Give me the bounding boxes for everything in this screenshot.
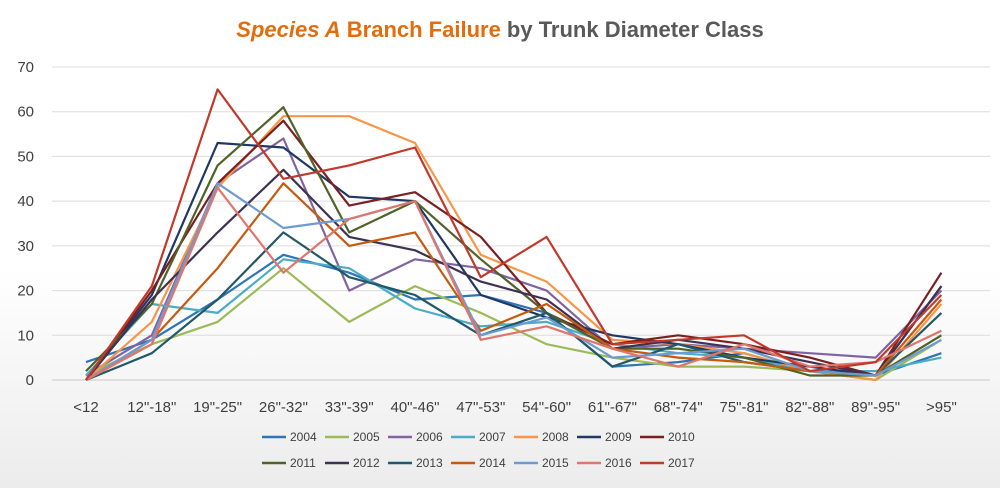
- series-line-2014: [85, 182, 943, 381]
- x-tick-label: <12: [73, 399, 98, 416]
- x-axis-ticks: <12 12"-18" 19"-25" 26"-32" 33"-39" 40"-46" 47…: [73, 399, 957, 416]
- legend-label-2005: 2005: [353, 430, 380, 444]
- series-line-2010: [85, 119, 943, 381]
- y-axis-ticks: 0 10 20 30 40 50 60 70: [17, 59, 34, 389]
- x-tick-label: >95": [926, 399, 957, 416]
- x-tick-label: 68"-74": [654, 399, 703, 416]
- y-tick-label: 10: [17, 327, 34, 344]
- y-tick-label: 30: [17, 238, 34, 255]
- x-tick-label: 33"-39": [325, 399, 374, 416]
- legend-label-2011: 2011: [290, 456, 316, 470]
- y-tick-label: 20: [17, 283, 34, 300]
- x-tick-label: 89"-95": [851, 399, 900, 416]
- legend-label-2004: 2004: [290, 430, 317, 444]
- x-tick-label: 82"-88": [785, 399, 834, 416]
- x-tick-label: 40"-46": [390, 399, 439, 416]
- legend-label-2013: 2013: [416, 456, 443, 470]
- series-line-2016: [85, 186, 942, 381]
- x-tick-label: 61"-67": [588, 399, 637, 416]
- x-tick-label: 19"-25": [193, 399, 242, 416]
- legend-label-2017: 2017: [668, 456, 695, 470]
- x-tick-label: 12"-18": [127, 399, 176, 416]
- x-tick-label: 75"-81": [719, 399, 768, 416]
- gridlines: [52, 66, 990, 381]
- legend-label-2010: 2010: [668, 430, 695, 444]
- series-lines: [85, 88, 943, 382]
- y-tick-label: 70: [17, 59, 34, 76]
- legend: 2004 2005 2006 2007 2008 2009 2010 2011 2012 2013…: [262, 430, 695, 470]
- legend-label-2007: 2007: [479, 430, 506, 444]
- legend-label-2015: 2015: [542, 456, 569, 470]
- x-tick-label: 47"-53": [456, 399, 505, 416]
- chart-title-highlight: Species A: [236, 17, 340, 42]
- series-line-2009: [85, 141, 943, 381]
- chart-title: Species A Branch Failure by Trunk Diamet…: [236, 17, 763, 42]
- y-tick-label: 60: [17, 104, 34, 121]
- series-line-2017: [85, 88, 943, 381]
- y-tick-label: 40: [17, 193, 34, 210]
- chart-title-rest: by Trunk Diameter Class: [501, 17, 764, 42]
- series-line-2012: [85, 168, 943, 381]
- legend-label-2014: 2014: [479, 456, 506, 470]
- chart-title-accent: Branch Failure: [341, 17, 501, 42]
- legend-label-2006: 2006: [416, 430, 443, 444]
- series-line-2015: [85, 182, 942, 381]
- x-tick-label: 26"-32": [259, 399, 308, 416]
- legend-label-2016: 2016: [605, 456, 632, 470]
- y-tick-label: 0: [26, 372, 34, 389]
- series-line-2008: [85, 115, 943, 382]
- x-tick-label: 54"-60": [522, 399, 571, 416]
- legend-label-2012: 2012: [353, 456, 380, 470]
- series-line-2011: [85, 106, 942, 377]
- legend-label-2008: 2008: [542, 430, 569, 444]
- y-tick-label: 50: [17, 148, 34, 165]
- legend-label-2009: 2009: [605, 430, 632, 444]
